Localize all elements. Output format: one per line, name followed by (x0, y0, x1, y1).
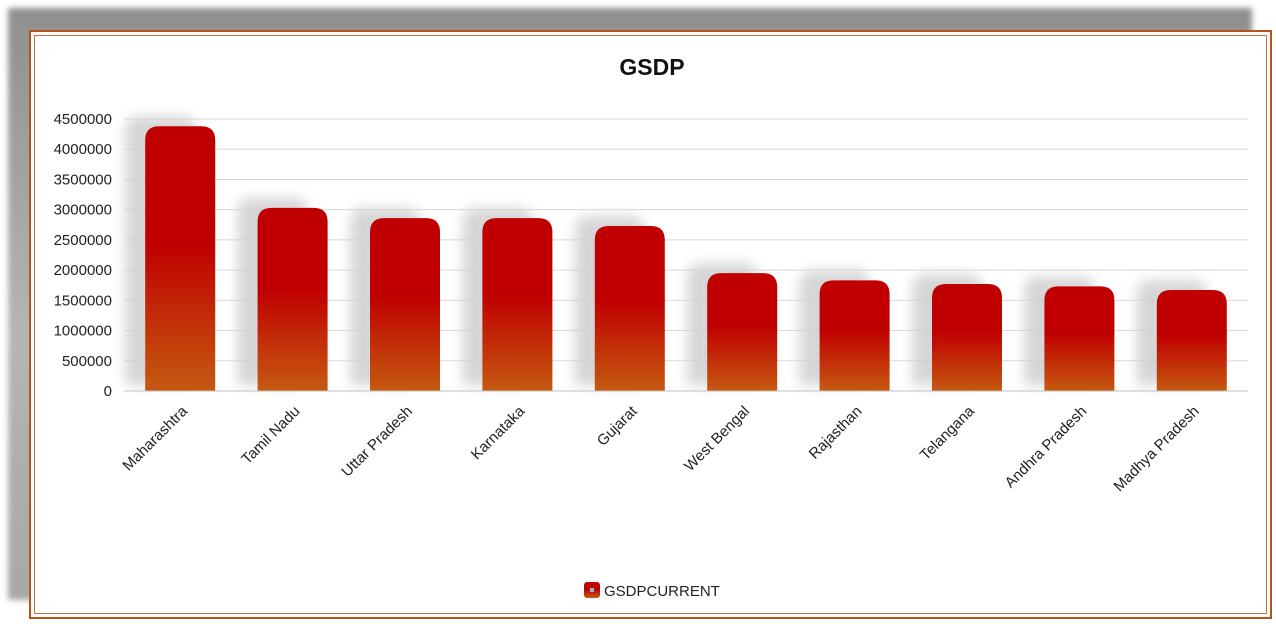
x-category-label: West Bengal (681, 403, 753, 475)
x-category-label: Tamil Nadu (238, 403, 303, 468)
y-tick-label: 500000 (62, 353, 112, 370)
bar-karnataka (482, 218, 553, 391)
x-axis-category-labels: Maharashtra Tamil Nadu Uttar Pradesh Karnat… (119, 402, 1202, 495)
y-tick-label: 3500000 (54, 171, 112, 188)
bar-maharashtra (145, 126, 216, 392)
y-tick-label: 4500000 (54, 111, 112, 128)
y-tick-label: 2500000 (54, 232, 112, 249)
bar-gujarat (594, 225, 665, 391)
x-category-label: Telangana (917, 402, 978, 463)
bars (145, 126, 1227, 392)
x-category-label: Maharashtra (119, 402, 191, 474)
y-tick-label: 0 (104, 383, 112, 400)
bar-rajasthan (819, 280, 890, 391)
x-category-label: Karnataka (468, 402, 529, 463)
chart-title: GSDP (619, 54, 684, 80)
x-category-label: Uttar Pradesh (338, 403, 415, 480)
bar-uttar-pradesh (370, 218, 440, 391)
y-axis-tick-labels: 0 500000 1000000 1500000 2000000 2500000 30000… (54, 111, 112, 400)
legend: GSDPCURRENT (584, 582, 720, 600)
y-tick-label: 1500000 (54, 292, 112, 309)
x-category-label: Gujarat (594, 402, 641, 449)
y-tick-label: 1000000 (54, 323, 112, 340)
x-category-label: Rajasthan (806, 403, 866, 463)
legend-swatch-marker (590, 588, 594, 592)
bar-west-bengal (707, 273, 778, 391)
bar-telangana (932, 284, 1002, 391)
chart-frame-inner-border (34, 35, 1267, 614)
bar-madhya-pradesh (1156, 290, 1227, 391)
bar-andhra-pradesh (1044, 286, 1115, 391)
y-tick-label: 4000000 (54, 141, 112, 158)
y-tick-label: 2000000 (54, 262, 112, 279)
y-tick-label: 3000000 (54, 202, 112, 219)
x-category-label: Andhra Pradesh (1002, 403, 1091, 492)
x-category-label: Madhya Pradesh (1110, 403, 1202, 495)
bar-tamil-nadu (257, 207, 328, 391)
legend-label: GSDPCURRENT (604, 583, 720, 600)
